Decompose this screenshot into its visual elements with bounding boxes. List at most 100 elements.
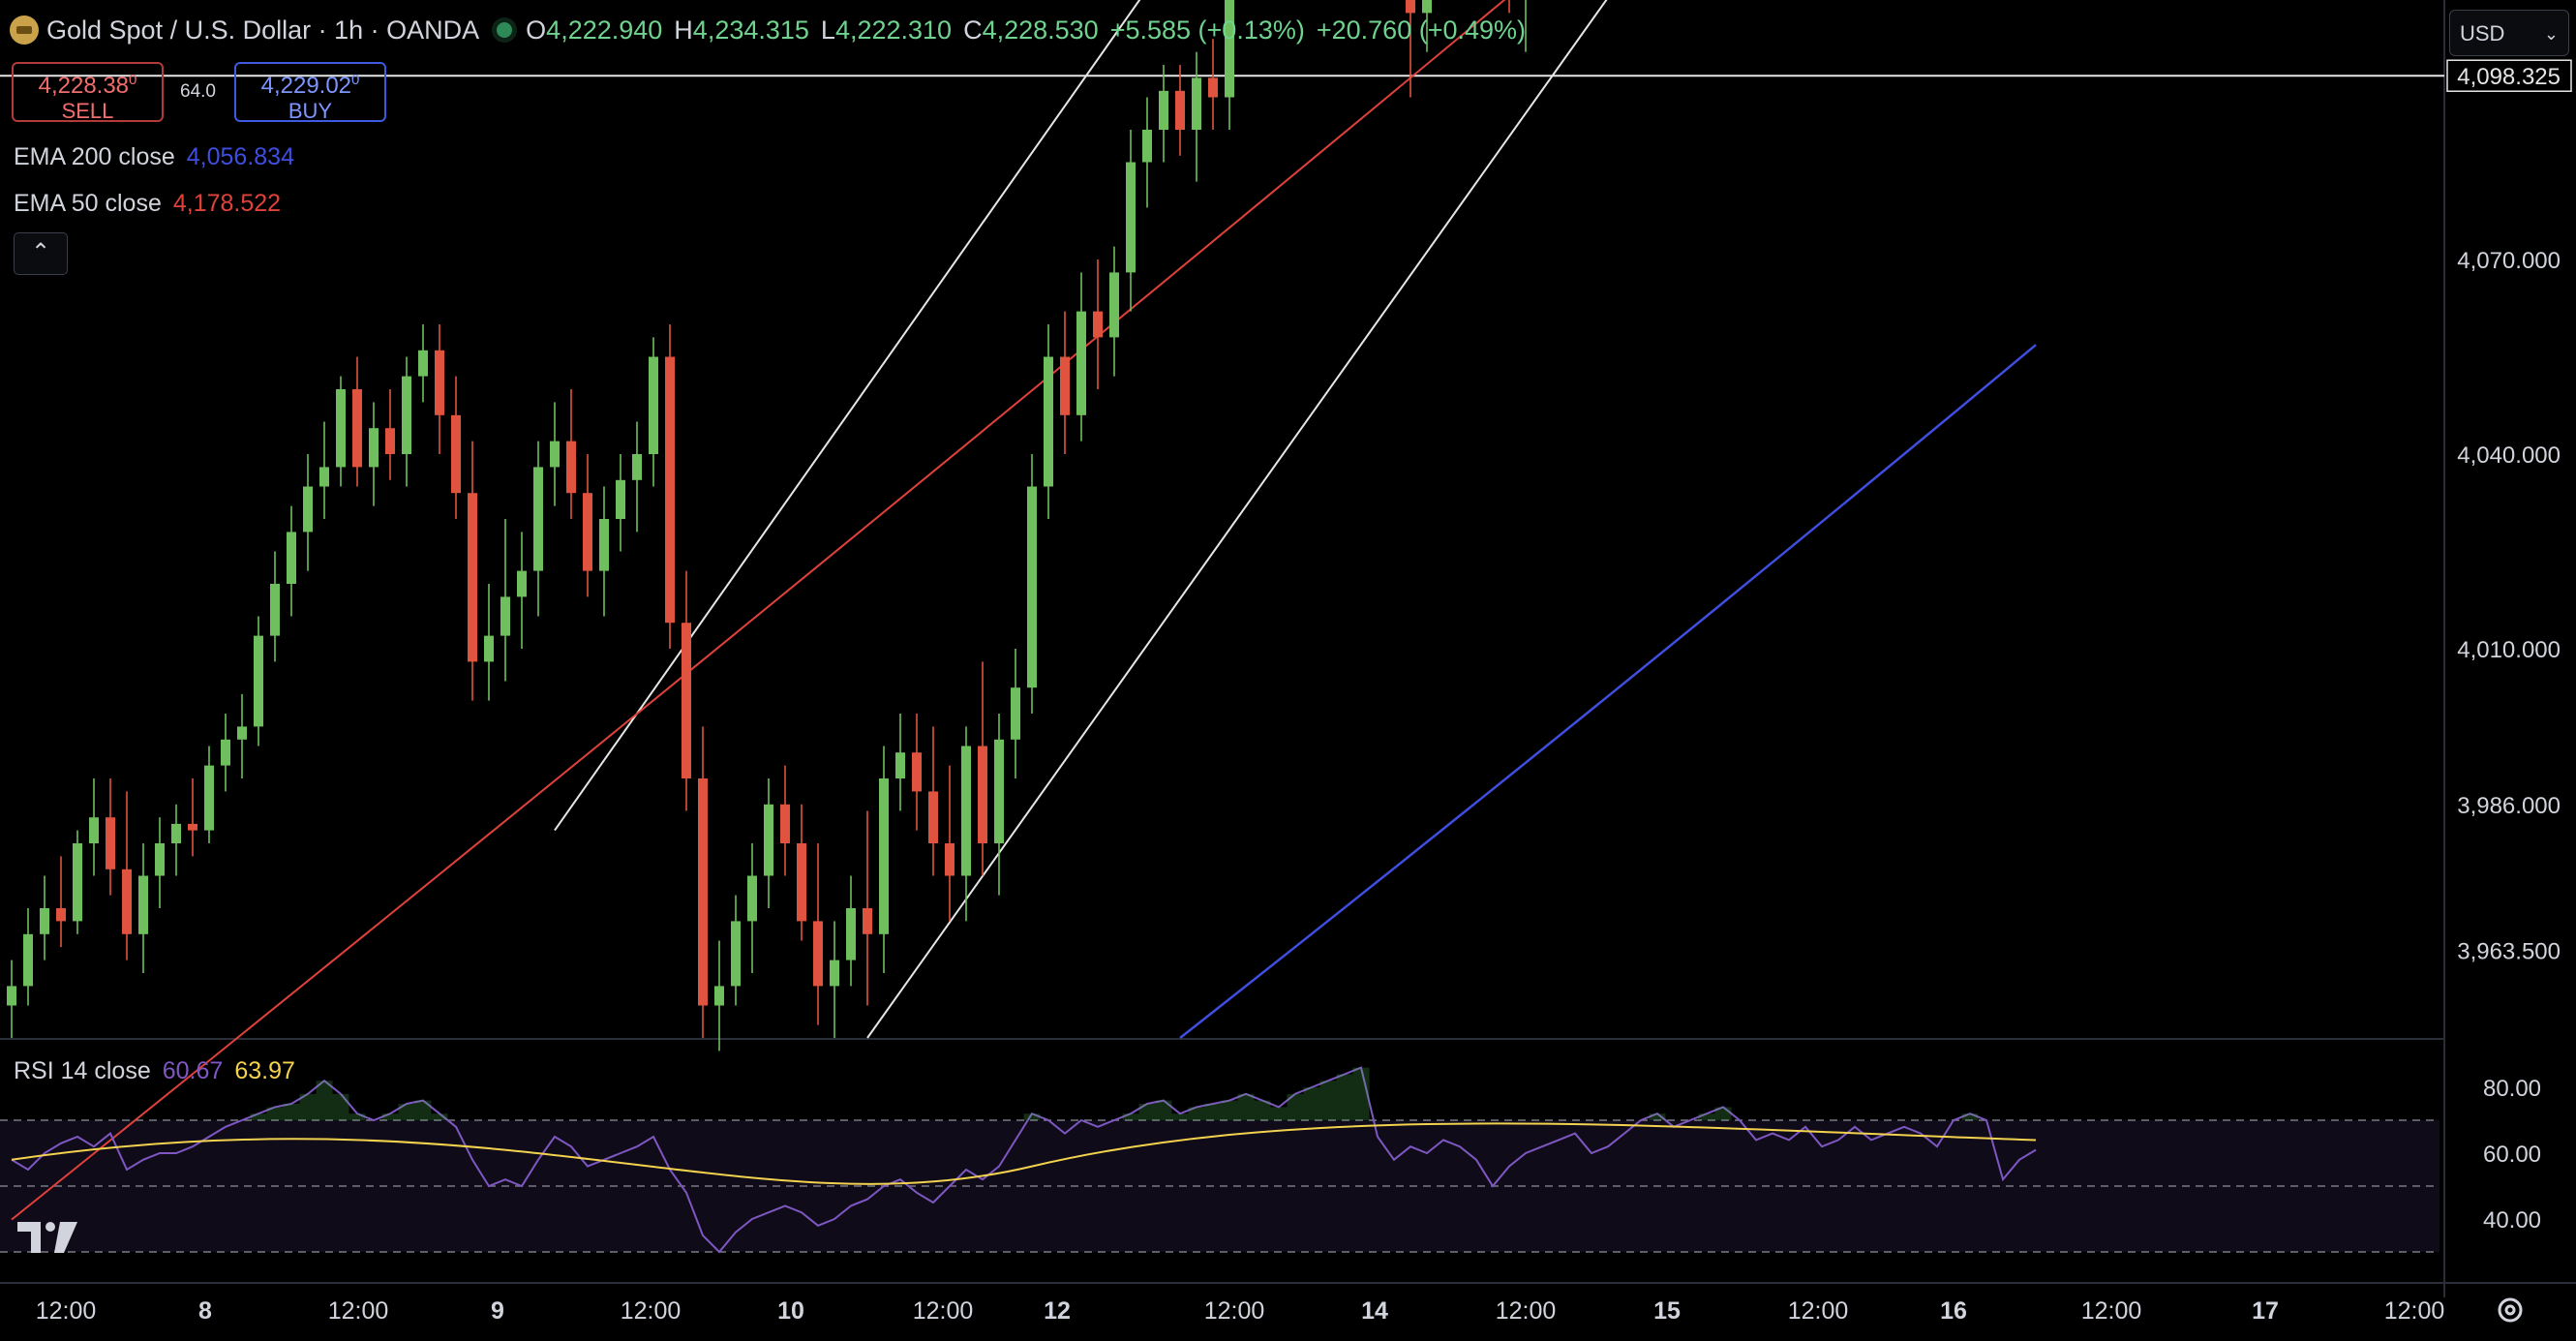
rsi-overbought-fill [1254,1100,1271,1120]
time-tick-label: 14 [1361,1297,1388,1325]
candle-body [764,804,773,876]
ema200-value: 4,056.834 [186,143,294,170]
rsi-tick-label: 80.00 [2483,1076,2541,1102]
candle-body [418,350,428,377]
rsi-overbought-fill [1319,1081,1337,1120]
candle-body [385,428,395,454]
candle-body [1142,130,1152,163]
time-tick-label: 10 [777,1297,804,1325]
candle-body [319,467,329,487]
buy-button[interactable]: 4,229.020 BUY [234,62,386,123]
rsi-overbought-fill [1188,1107,1205,1120]
candle-body [155,843,165,876]
rsi-tick-label: 40.00 [2483,1207,2541,1234]
close-label: C [963,15,983,45]
price-tick-label: 3,963.500 [2457,939,2561,965]
candle-body [221,739,230,766]
ema200-line [1179,344,2037,1039]
rsi-overbought-fill [1138,1104,1156,1120]
candle-body [1109,272,1119,338]
time-tick-label: 9 [491,1297,504,1325]
horizontal-levels[interactable] [0,0,2444,77]
sell-price-sup: 0 [129,72,137,88]
high-value: 4,234.315 [692,15,809,45]
rsi-overbought-fill [1204,1104,1222,1120]
rsi-overbought-fill [1287,1093,1304,1120]
rsi-overbought-fill [1649,1113,1666,1120]
candle-body [895,752,905,778]
candlesticks [7,0,1527,1051]
time-tick-label: 12:00 [621,1297,682,1325]
candle-body [1225,0,1234,98]
candle-body [270,584,280,636]
chart-grid [0,0,2576,1297]
candle-body [56,908,66,922]
ema50-legend[interactable]: EMA 50 close 4,178.522 [14,190,281,218]
rsi-overbought-fill [299,1093,317,1120]
open-value: 4,222.940 [546,15,663,45]
candle-body [204,765,214,831]
candle-body [1406,0,1415,14]
candle-body [813,921,823,987]
candle-body [978,746,987,843]
time-tick-label: 16 [1940,1297,1967,1325]
change-value: +5.585 (+0.13%) [1109,15,1305,45]
rsi-overbought-fill [398,1104,415,1120]
buy-label: BUY [288,99,333,123]
candle-body [89,817,99,843]
trend-channel[interactable] [554,0,2497,1039]
candle-body [616,479,625,519]
candle-body [665,356,675,624]
rsi-legend[interactable]: RSI 14 close 60.67 63.97 [14,1057,295,1085]
rsi-line [11,1066,2037,1254]
rsi-overbought-fill [1270,1107,1288,1120]
time-tick-label: 12:00 [913,1297,974,1325]
spread-value: 64.0 [180,81,216,102]
candle-body [122,869,132,934]
time-tick-label: 12:00 [1496,1297,1557,1325]
candle-body [73,843,82,922]
candle-body [254,635,263,727]
level-price-label: 4,098.325 [2457,64,2561,90]
channel-upper-line[interactable] [554,0,2167,832]
time-axis[interactable]: 12:00 8 12:00 9 12:00 10 12:00 12 12:00 14 12:00 15… [36,1297,2445,1325]
candle-body [830,960,839,987]
rsi-overbought-fill [1155,1100,1172,1120]
candle-body [40,908,49,934]
candle-body [566,441,576,494]
time-tick-label: 12:00 [1204,1297,1265,1325]
settings-gear-icon[interactable] [2493,1293,2528,1327]
candle-body [632,454,642,480]
candle-body [599,519,609,571]
tradingview-logo-icon[interactable] [17,1218,79,1257]
candle-body [550,441,560,468]
price-axis[interactable]: 4,325.0004,290.0004,260.0004,180.0004,14… [2343,0,2572,1234]
candle-body [1422,0,1432,14]
candle-body [731,921,741,987]
rsi-overbought-fill [250,1113,267,1120]
ema50-line [11,0,1506,1221]
currency-select[interactable]: USD ⌄ [2449,10,2569,56]
candle-body [303,486,313,533]
level-price-tag[interactable] [2446,59,2572,92]
collapse-legend-button[interactable]: ⌃ [14,232,68,275]
rsi-overbought-fill [1352,1067,1370,1120]
ema50-name: EMA 50 close [14,190,162,217]
candle-body [945,843,955,876]
channel-lower-line[interactable] [866,0,2036,1039]
time-tick-label: 8 [198,1297,212,1325]
candle-body [1027,486,1037,688]
candle-body [517,570,527,597]
candle-body [649,356,658,454]
sell-button[interactable]: 4,228.380 SELL [12,62,164,123]
candle-body [780,804,790,843]
symbol-title[interactable]: Gold Spot / U.S. Dollar · 1h · OANDA [46,15,480,45]
price-tick-label: 4,040.000 [2457,442,2561,469]
market-status-icon [497,22,513,38]
candle-body [435,350,444,415]
high-label: H [674,15,693,45]
candle-body [468,493,477,662]
ema200-name: EMA 200 close [14,143,175,170]
ema200-legend[interactable]: EMA 200 close 4,056.834 [14,143,294,171]
